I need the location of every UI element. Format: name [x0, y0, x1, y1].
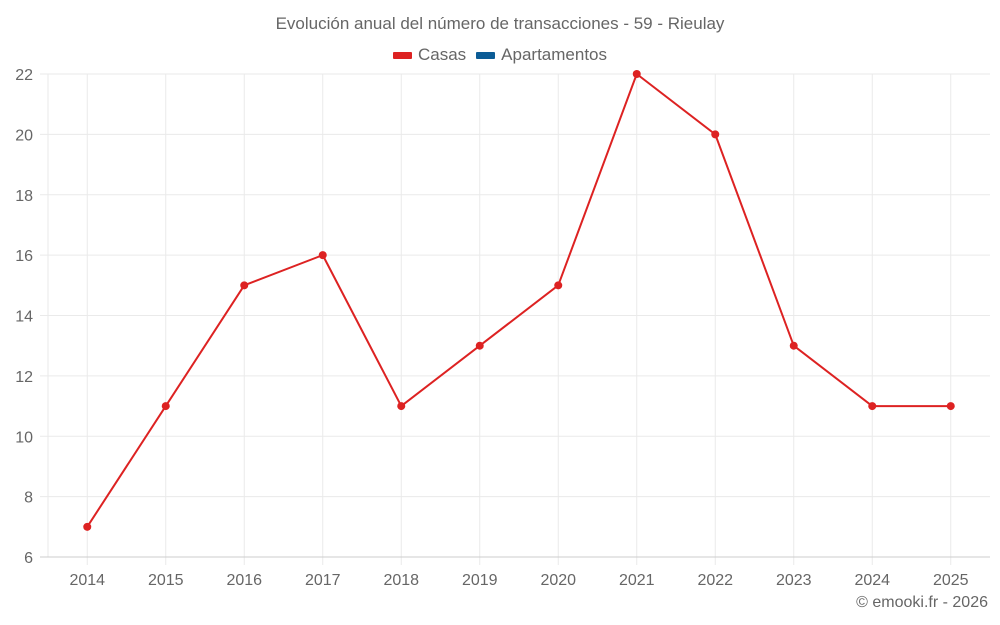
legend-swatch-casas-icon: [392, 51, 412, 59]
x-tick-label: 2022: [697, 572, 733, 589]
y-tick-label: 8: [24, 490, 33, 507]
x-tick-label: 2017: [305, 572, 341, 589]
x-tick-label: 2025: [933, 572, 969, 589]
legend-label-casas: Casas: [417, 45, 467, 64]
data-point[interactable]: [946, 402, 955, 411]
legend: Casas Apartamentos: [0, 45, 1000, 65]
data-point[interactable]: [711, 130, 720, 139]
data-point[interactable]: [161, 402, 170, 411]
data-point[interactable]: [554, 281, 563, 290]
data-point[interactable]: [83, 522, 92, 531]
data-point[interactable]: [397, 402, 406, 411]
legend-item-casas[interactable]: Casas: [392, 45, 467, 65]
data-point[interactable]: [240, 281, 249, 290]
x-tick-label: 2016: [226, 572, 262, 589]
x-tick-label: 2015: [148, 572, 184, 589]
x-tick-label: 2023: [776, 572, 812, 589]
legend-label-apartamentos: Apartamentos: [501, 45, 608, 64]
x-tick-label: 2021: [619, 572, 655, 589]
y-tick-label: 14: [15, 309, 33, 326]
series-line-casas: [86, 73, 951, 528]
y-tick-label: 20: [15, 127, 33, 144]
credit-text: © emooki.fr - 2026: [856, 594, 988, 611]
x-tick-label: 2019: [462, 572, 498, 589]
legend-item-apartamentos[interactable]: Apartamentos: [476, 45, 607, 65]
y-tick-label: 16: [15, 248, 33, 265]
x-tick-label: 2018: [383, 572, 419, 589]
y-tick-label: 10: [15, 429, 33, 446]
y-tick-label: 12: [15, 369, 33, 386]
legend-swatch-apartamentos-icon: [476, 51, 496, 59]
y-tick-label: 18: [15, 188, 33, 205]
data-point[interactable]: [632, 70, 641, 78]
data-point[interactable]: [475, 341, 484, 350]
y-tick-label: 22: [15, 67, 33, 84]
chart-title: Evolución anual del número de transaccio…: [275, 14, 725, 33]
data-point[interactable]: [789, 341, 798, 350]
data-point[interactable]: [318, 251, 327, 260]
data-point[interactable]: [868, 402, 877, 411]
y-tick-label: 6: [24, 550, 33, 567]
x-tick-label: 2024: [854, 572, 890, 589]
x-tick-label: 2020: [540, 572, 576, 589]
x-tick-label: 2014: [69, 572, 105, 589]
